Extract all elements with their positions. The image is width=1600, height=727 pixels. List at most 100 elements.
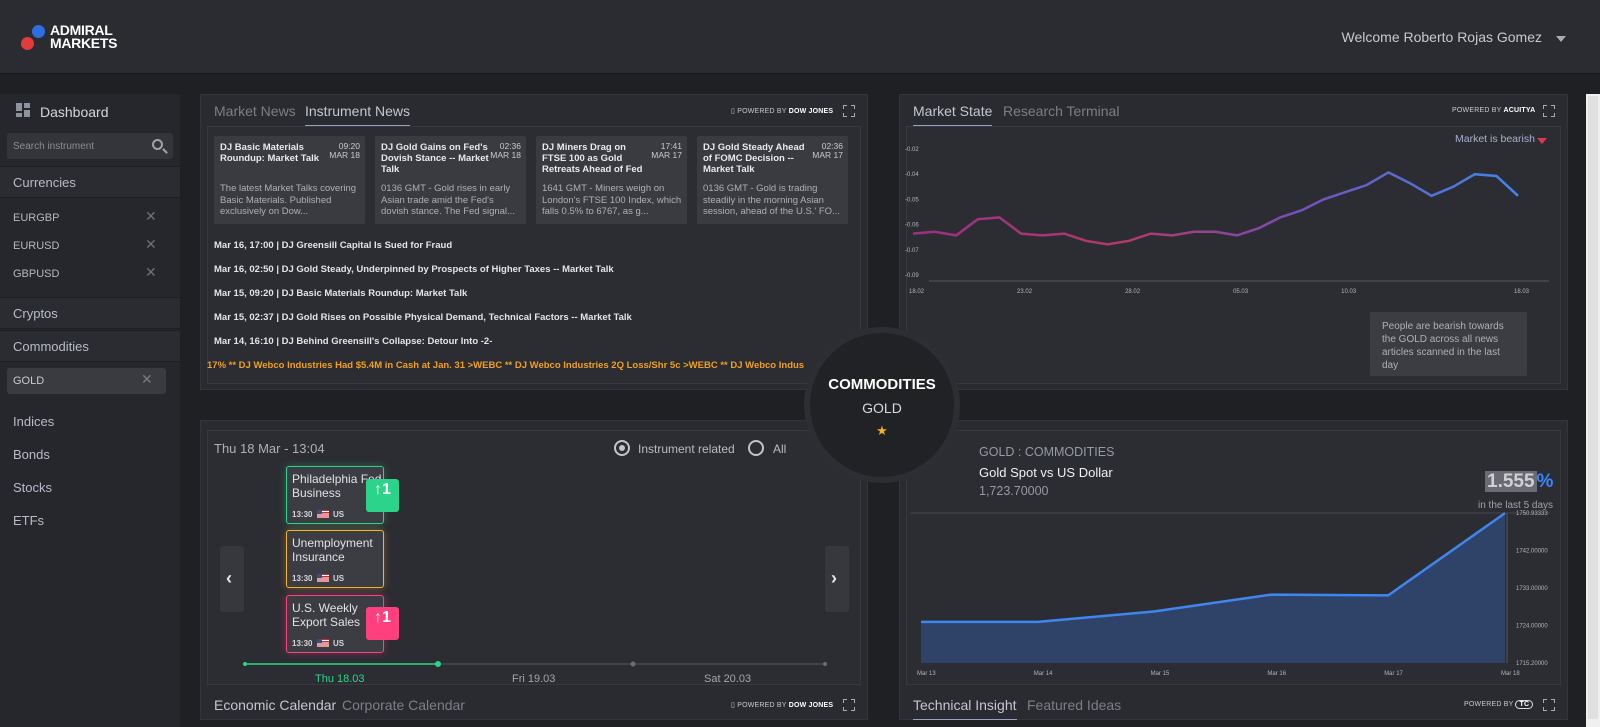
tab-economic-calendar[interactable]: Economic Calendar — [214, 697, 337, 713]
prev-button[interactable]: ‹ — [220, 546, 244, 612]
logo-text: ADMIRAL MARKETS — [50, 22, 118, 51]
news-card[interactable]: DJ Miners Drag on FTSE 100 as Gold Retre… — [536, 136, 687, 224]
sidebar-item-dashboard[interactable]: Dashboard — [0, 94, 180, 128]
scrollbar-thumb[interactable] — [1588, 96, 1598, 719]
radio-label[interactable]: All — [773, 442, 787, 456]
sidebar-item-etfs[interactable]: ETFs — [13, 513, 45, 528]
watchlist-item[interactable]: EURUSD ✕ — [13, 236, 157, 252]
tab-market-news[interactable]: Market News — [214, 103, 296, 119]
y-tick-label: -0.05 — [905, 197, 919, 203]
us-flag-icon — [317, 510, 329, 518]
x-tick-label: Mar 17 — [1384, 671, 1403, 677]
logo-blue-dot — [32, 25, 45, 38]
news-card[interactable]: DJ Gold Gains on Fed's Dovish Stance -- … — [375, 136, 526, 224]
search-icon[interactable] — [152, 139, 163, 150]
price-change: 1.555% — [1485, 471, 1554, 492]
sidebar-item-indices[interactable]: Indices — [13, 414, 55, 429]
radio-all[interactable] — [748, 440, 764, 456]
watchlist-item-gold[interactable]: GOLD ✕ — [7, 368, 166, 394]
sentiment-chart: -0.02 -0.04 -0.05 -0.06 -0.07 -0.09 18.02 23.02… — [905, 147, 1549, 295]
news-headline[interactable]: Mar 14, 16:10 | DJ Behind Greensill's Co… — [214, 336, 493, 347]
timeline-day[interactable]: Thu 18.03 — [315, 673, 365, 685]
hub-category: COMMODITIES — [828, 376, 936, 393]
remove-icon[interactable]: ✕ — [141, 371, 153, 387]
expand-icon[interactable] — [1543, 699, 1555, 711]
sidebar-item-commodities[interactable]: Commodities — [0, 330, 180, 362]
expand-icon[interactable] — [843, 699, 855, 711]
sentiment-line — [912, 170, 1519, 246]
x-tick-label: 18.03 — [1514, 289, 1530, 295]
y-tick-label: -0.06 — [905, 223, 919, 229]
instrument-name: Gold Spot vs US Dollar — [979, 465, 1113, 480]
y-tick-label: 1750.93333 — [1516, 511, 1548, 517]
powered-by-tc: POWERED BY TC — [1464, 700, 1534, 709]
tab-instrument-news[interactable]: Instrument News — [305, 103, 411, 126]
calendar-datetime: Thu 18 Mar - 13:04 — [214, 441, 325, 456]
admiral-markets-logo[interactable]: ADMIRAL MARKETS — [20, 22, 130, 54]
change-period: in the last 5 days — [1478, 500, 1554, 511]
tab-market-state[interactable]: Market State — [913, 103, 993, 126]
calendar-event[interactable]: U.S. Weekly Export Sales 13:30 US — [286, 595, 384, 653]
tab-technical-insight[interactable]: Technical Insight — [913, 697, 1017, 720]
bearish-arrow-icon — [1537, 138, 1547, 144]
y-tick-label: 1742.00000 — [1516, 549, 1548, 555]
x-tick-label: Mar 15 — [1151, 671, 1170, 677]
y-tick-label: -0.09 — [905, 273, 919, 279]
sidebar-item-bonds[interactable]: Bonds — [13, 447, 50, 462]
expand-icon[interactable] — [1543, 105, 1555, 117]
x-tick-label: Mar 14 — [1034, 671, 1053, 677]
y-tick-label: 1733.00000 — [1516, 586, 1548, 592]
powered-by-dow-jones: ▯ POWERED BY DOW JONES — [731, 702, 834, 709]
timeline-day[interactable]: Fri 19.03 — [512, 673, 556, 685]
price-line — [921, 512, 1506, 624]
search-box — [7, 133, 173, 159]
powered-by-dow-jones: ▯ POWERED BY DOW JONES — [731, 108, 834, 115]
instrument-category: GOLD : COMMODITIES — [979, 445, 1115, 459]
favorite-star-icon[interactable]: ★ — [876, 423, 888, 438]
instrument-price: 1,723.70000 — [979, 484, 1049, 498]
news-headline[interactable]: Mar 15, 09:20 | DJ Basic Materials Round… — [214, 288, 468, 299]
calendar-event[interactable]: Unemployment Insurance 13:30 US — [286, 530, 384, 588]
search-input[interactable] — [7, 133, 147, 159]
watchlist-item[interactable]: EURGBP ✕ — [13, 208, 157, 224]
watchlist-item[interactable]: GBPUSD ✕ — [13, 264, 157, 280]
x-tick-label: Mar 13 — [917, 671, 936, 677]
radio-label[interactable]: Instrument related — [638, 442, 735, 456]
news-headline[interactable]: Mar 16, 02:50 | DJ Gold Steady, Underpin… — [214, 264, 614, 275]
news-card[interactable]: DJ Basic Materials Roundup: Market Talk 0… — [214, 136, 365, 224]
remove-icon[interactable]: ✕ — [145, 236, 157, 252]
instrument-hub[interactable]: COMMODITIES GOLD ★ — [804, 327, 960, 483]
y-tick-label: -0.02 — [905, 147, 919, 153]
us-flag-icon — [317, 574, 329, 582]
news-headline[interactable]: Mar 16, 17:00 | DJ Greensill Capital Is … — [214, 240, 453, 251]
sidebar-item-stocks[interactable]: Stocks — [13, 480, 53, 495]
news-ticker[interactable]: 17% ** DJ Webco Industries Had $5.4M in … — [207, 360, 805, 371]
x-tick-label: 18.02 — [909, 289, 925, 295]
tab-featured-ideas[interactable]: Featured Ideas — [1027, 697, 1122, 713]
news-headline[interactable]: Mar 15, 02:37 | DJ Gold Rises on Possibl… — [214, 312, 632, 323]
remove-icon[interactable]: ✕ — [145, 208, 157, 224]
sidebar-item-cryptos[interactable]: Cryptos — [0, 297, 180, 329]
welcome-user[interactable]: Welcome Roberto Rojas Gomez — [1341, 29, 1542, 45]
y-tick-label: 1715.20000 — [1516, 661, 1548, 667]
top-bar: ADMIRAL MARKETS Welcome Roberto Rojas Gom… — [0, 0, 1600, 74]
chevron-down-icon[interactable] — [1556, 36, 1566, 42]
radio-instrument-related[interactable] — [614, 440, 630, 456]
tab-corporate-calendar[interactable]: Corporate Calendar — [342, 697, 465, 713]
next-button[interactable]: › — [825, 546, 849, 612]
x-tick-label: 23.02 — [1017, 289, 1033, 295]
y-tick-label: 1724.00000 — [1516, 624, 1548, 630]
timeline — [243, 661, 827, 667]
timeline-day[interactable]: Sat 20.03 — [704, 673, 752, 685]
impact-badge: ↑1 — [366, 607, 399, 640]
sidebar-item-currencies[interactable]: Currencies — [0, 166, 180, 198]
price-chart: 1750.93333 1742.00000 1733.00000 1724.00000… — [910, 511, 1550, 677]
x-tick-label: Mar 16 — [1267, 671, 1286, 677]
news-card[interactable]: DJ Gold Steady Ahead of FOMC Decision --… — [697, 136, 848, 224]
expand-icon[interactable] — [843, 105, 855, 117]
logo-red-dot — [21, 37, 34, 50]
tab-research-terminal[interactable]: Research Terminal — [1003, 103, 1120, 119]
dashboard-label: Dashboard — [40, 104, 109, 120]
page-scrollbar[interactable] — [1586, 94, 1600, 727]
remove-icon[interactable]: ✕ — [145, 264, 157, 280]
